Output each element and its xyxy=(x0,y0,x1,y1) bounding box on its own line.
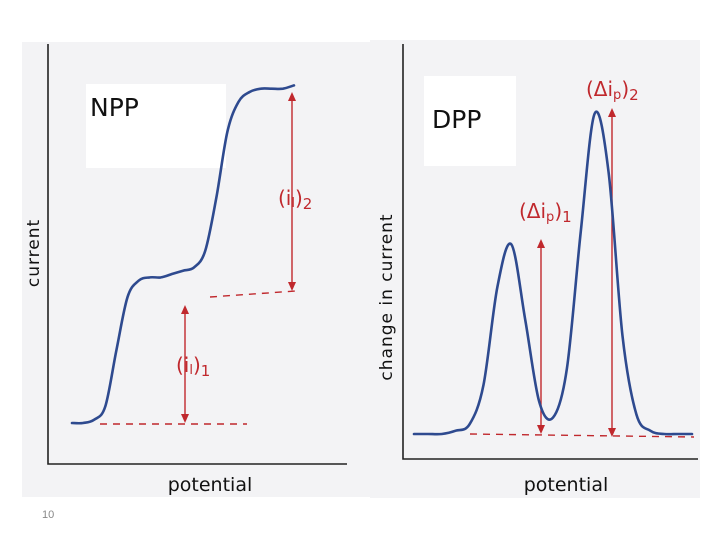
dpp-arrow-1 xyxy=(537,239,545,434)
npp-title: NPP xyxy=(90,93,139,122)
dpp-label-dip1: (Δip)1 xyxy=(519,199,572,226)
npp-label-il1: (il)1 xyxy=(176,353,210,380)
npp-title-box xyxy=(86,84,226,168)
dpp-curve xyxy=(412,110,694,436)
dpp-label-dip2: (Δip)2 xyxy=(586,77,639,104)
dpp-x-axis-label: potential xyxy=(524,474,609,496)
dpp-axes xyxy=(402,44,698,460)
npp-arrow-2 xyxy=(288,92,296,291)
dpp-y-axis-label: change in current xyxy=(377,213,397,380)
dpp-title-box xyxy=(424,76,516,166)
dpp-baseline xyxy=(469,433,695,438)
npp-curve xyxy=(70,84,296,425)
page-number: 10 xyxy=(42,509,55,521)
dpp-title: DPP xyxy=(432,105,481,134)
npp-axes xyxy=(47,44,347,465)
npp-baseline-2 xyxy=(209,290,297,298)
npp-x-axis-label: potential xyxy=(168,474,253,496)
npp-y-axis-label: current xyxy=(24,219,44,287)
npp-arrow-1 xyxy=(181,305,189,423)
npp-label-il2: (il)2 xyxy=(278,186,312,213)
dpp-arrow-2 xyxy=(608,108,616,437)
